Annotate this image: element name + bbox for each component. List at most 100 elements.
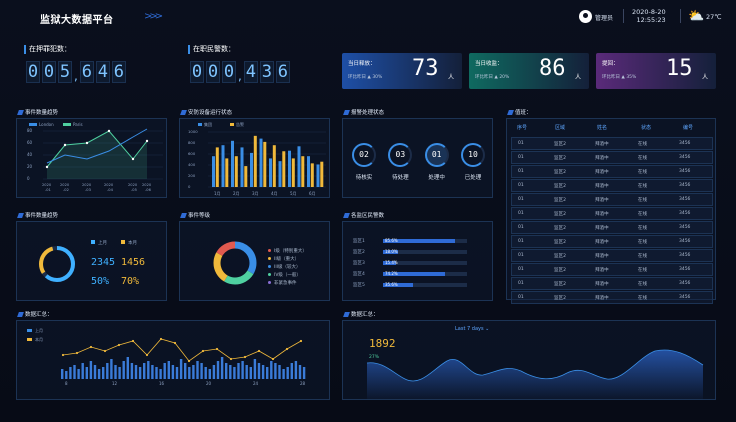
x-tick: -04 bbox=[107, 188, 114, 192]
table-row[interactable]: 01 监区2 拜酒中 在线 3456 bbox=[511, 291, 713, 304]
summary-bar bbox=[81, 363, 84, 379]
table-cell: 拜酒中 bbox=[595, 281, 609, 287]
table-row[interactable]: 01 监区2 拜酒中 在线 3456 bbox=[511, 263, 713, 276]
table-cell: 01 bbox=[518, 197, 524, 202]
bar-track: 74.2% bbox=[383, 271, 467, 276]
counter-digit: 4 bbox=[95, 61, 110, 83]
dropdown-label[interactable]: Last 7 days bbox=[455, 326, 484, 332]
user-name[interactable]: 管理员 bbox=[595, 15, 614, 22]
table-cell: 在线 bbox=[638, 211, 647, 217]
range-dropdown[interactable]: Last 7 days ⌄ bbox=[455, 326, 489, 332]
card-title: 当日收监： bbox=[475, 61, 503, 67]
summary-bar bbox=[118, 367, 121, 379]
summary-bar bbox=[151, 365, 154, 379]
table-cell: 监区2 bbox=[554, 169, 566, 175]
user-avatar-icon[interactable] bbox=[579, 10, 592, 23]
y-tick: 200 bbox=[188, 173, 196, 178]
summary-bar bbox=[192, 365, 195, 379]
bar-pct: 18.0% bbox=[385, 249, 398, 254]
alarm-panel: 02 待核实 03 待处理 01 处理中 10 已处理 bbox=[342, 118, 493, 198]
summary-bar bbox=[290, 363, 293, 379]
table-row[interactable]: 01 监区2 拜酒中 在线 3456 bbox=[511, 137, 713, 150]
police-label: 在职民警数： bbox=[188, 44, 235, 54]
table-row[interactable]: 01 监区2 拜酒中 在线 3456 bbox=[511, 207, 713, 220]
summary-bar bbox=[282, 369, 285, 379]
panel-title-security: 安防设备运行状态 bbox=[181, 108, 232, 116]
date-text: 2020-8-20 bbox=[632, 8, 666, 16]
police-panel: 监区1 85.6% 监区2 18.0% 监区3 15.4% 监区4 74.2% 监区5 35.6% bbox=[342, 221, 493, 301]
summary-bar bbox=[167, 361, 170, 379]
police-bar-row: 监区3 15.4% bbox=[349, 258, 489, 269]
table-row[interactable]: 01 监区2 拜酒中 在线 3456 bbox=[511, 221, 713, 234]
x-tick: -06 bbox=[145, 188, 152, 192]
table-row[interactable]: 01 监区2 拜酒中 在线 3456 bbox=[511, 165, 713, 178]
summary-bar bbox=[106, 363, 109, 379]
summary-bar bbox=[294, 361, 298, 379]
y-tick: 60 bbox=[27, 140, 33, 145]
bar-yellow bbox=[263, 141, 267, 187]
table-row[interactable]: 01 监区2 拜酒中 在线 3456 bbox=[511, 193, 713, 206]
prisoners-label: 在押罪犯数： bbox=[24, 44, 71, 54]
alarm-label: 待核实 bbox=[355, 175, 373, 181]
table-row[interactable]: 01 监区2 拜酒中 在线 3456 bbox=[511, 151, 713, 164]
table-cell: 监区2 bbox=[554, 225, 566, 231]
stat-card: 提回： 环比昨日 ▲ 35% 15 人 bbox=[596, 53, 716, 89]
table-row[interactable]: 01 监区2 拜酒中 在线 3456 bbox=[511, 277, 713, 290]
alarm-item[interactable]: 02 待核实 bbox=[347, 143, 381, 181]
summary-bar bbox=[270, 361, 273, 379]
card-unit: 人 bbox=[702, 74, 709, 81]
line-point bbox=[89, 345, 93, 349]
table-cell: 拜酒中 bbox=[595, 183, 609, 189]
table-body: 01 监区2 拜酒中 在线 3456 01 监区2 拜酒中 在线 3456 01 监区2 拜酒中 在线 34… bbox=[511, 137, 713, 305]
table-cell: 3456 bbox=[678, 155, 691, 160]
x-tick: 6月 bbox=[309, 191, 316, 196]
summary-bar bbox=[138, 367, 142, 379]
x-tick: 20 bbox=[206, 381, 212, 386]
level-legend-item: II级（重大） bbox=[268, 256, 307, 262]
alarm-item[interactable]: 01 处理中 bbox=[420, 143, 454, 181]
panel-title-summary2: 数据汇总： bbox=[344, 310, 379, 318]
table-row[interactable]: 01 监区2 拜酒中 在线 3456 bbox=[511, 249, 713, 262]
last-month-value: 2345 bbox=[91, 257, 116, 268]
summary-bar bbox=[73, 365, 76, 379]
bar-fill bbox=[383, 272, 446, 276]
summary-bar bbox=[184, 363, 187, 379]
alarm-item[interactable]: 03 待处理 bbox=[383, 143, 417, 181]
time-text: 12:55:23 bbox=[636, 16, 666, 24]
line-point bbox=[271, 357, 275, 361]
line-point bbox=[117, 343, 121, 347]
summary-bar bbox=[253, 359, 257, 379]
police-bar-row: 监区2 18.0% bbox=[349, 247, 489, 258]
bar-pct: 35.6% bbox=[385, 282, 398, 287]
bar-yellow bbox=[225, 158, 229, 187]
y-tick: 40 bbox=[27, 152, 33, 157]
x-tick: -05 bbox=[131, 188, 137, 192]
table-row[interactable]: 01 监区2 拜酒中 在线 3456 bbox=[511, 179, 713, 192]
svg-text:上月: 上月 bbox=[35, 327, 43, 333]
table-cell: 在线 bbox=[638, 225, 647, 231]
bar-label: 监区4 bbox=[353, 272, 365, 277]
table-row[interactable]: 01 监区2 拜酒中 在线 3456 bbox=[511, 235, 713, 248]
card-sub: 环比昨日 ▲ 20% bbox=[475, 75, 510, 80]
line-point bbox=[257, 349, 261, 353]
series-london bbox=[46, 128, 148, 164]
line-point bbox=[173, 341, 177, 345]
table-cell: 01 bbox=[518, 253, 524, 258]
chevron-down-icon[interactable]: ⌄ bbox=[485, 326, 490, 332]
line-point bbox=[61, 353, 65, 357]
table-cell: 监区2 bbox=[554, 239, 566, 245]
bar-pct: 15.4% bbox=[385, 260, 398, 265]
summary-bar bbox=[61, 369, 64, 379]
series-paris bbox=[46, 130, 148, 168]
alarm-item[interactable]: 10 已处理 bbox=[456, 143, 490, 181]
bar-yellow bbox=[253, 135, 257, 187]
line-point bbox=[285, 347, 289, 351]
panel-title-police: 各监区民警数 bbox=[344, 211, 384, 219]
summary-bar bbox=[286, 367, 289, 379]
panel-title-level: 事件等级 bbox=[181, 211, 210, 219]
table-cell: 3456 bbox=[678, 253, 691, 258]
summary-bar bbox=[126, 357, 129, 379]
bar-blue bbox=[297, 146, 301, 187]
table-cell: 01 bbox=[518, 267, 524, 272]
